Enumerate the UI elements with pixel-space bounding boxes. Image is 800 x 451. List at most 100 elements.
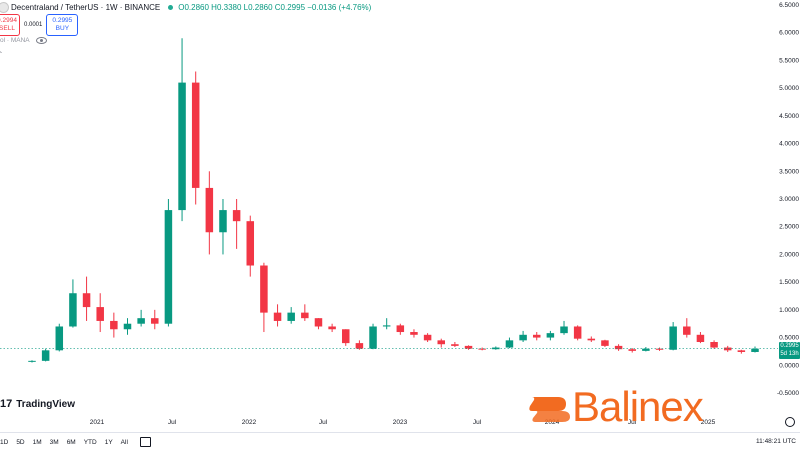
candle-body[interactable] — [355, 343, 364, 349]
candle-body[interactable] — [478, 348, 486, 350]
range-ytd[interactable]: YTD — [83, 438, 97, 446]
candle-body[interactable] — [110, 320, 118, 330]
candle-body[interactable] — [532, 334, 541, 338]
candle-body[interactable] — [573, 326, 582, 339]
candle-body[interactable] — [683, 326, 691, 335]
candle-body[interactable] — [96, 307, 104, 321]
range-all[interactable]: All — [120, 438, 128, 446]
candle-body[interactable] — [246, 221, 255, 266]
indicator-label[interactable]: ol · MANA — [0, 37, 30, 44]
range-1m[interactable]: 1M — [32, 438, 42, 446]
candle-body[interactable] — [451, 344, 459, 346]
range-6m[interactable]: 6M — [66, 438, 76, 446]
balinex-wordmark: Balinex — [572, 383, 704, 430]
candle-body[interactable] — [587, 338, 596, 341]
candle-body[interactable] — [82, 293, 91, 308]
last-price-value: 0.2995 — [780, 343, 799, 349]
candle-body[interactable] — [314, 318, 323, 327]
y-tick-label: 1.0000 — [779, 307, 799, 314]
ohlc-values: O0.2860 H0.3380 L0.2860 C0.2995 −0.0136 … — [178, 2, 372, 12]
candle-body[interactable] — [737, 350, 746, 352]
candle-body[interactable] — [205, 187, 214, 233]
y-axis: 6.5000 6.0000 5.5000 5.0000 4.5000 4.0000 3.50… — [777, 2, 799, 397]
candle-body[interactable] — [628, 349, 636, 351]
x-tick-label: Jul — [319, 419, 328, 426]
buy-price: 0.2995 — [52, 17, 73, 24]
candle-body[interactable] — [178, 82, 186, 211]
candle-body[interactable] — [273, 312, 282, 321]
candle-body[interactable] — [382, 325, 391, 327]
trade-buttons: 0.2994 SELL 0.0001 0.2995 BUY — [0, 14, 79, 36]
x-tick-label: Jul — [628, 419, 637, 426]
candle-body[interactable] — [287, 312, 295, 321]
y-tick-label: 6.5000 — [779, 2, 799, 9]
price-chart[interactable]: 6.5000 6.0000 5.5000 5.0000 4.5000 4.0000 3.50… — [0, 0, 800, 432]
x-tick-label: Jul — [473, 419, 482, 426]
candle-body[interactable] — [560, 326, 568, 334]
y-tick-label: 3.5000 — [779, 168, 799, 175]
calendar-icon[interactable] — [139, 437, 151, 447]
symbol-title[interactable]: Decentraland / TetherUS · 1W · BINANCE — [11, 2, 161, 12]
y-tick-label: 4.5000 — [779, 113, 799, 120]
sell-price: 0.2994 — [0, 17, 17, 24]
sell-button[interactable]: 0.2994 SELL — [0, 14, 20, 36]
candle-body[interactable] — [396, 325, 405, 333]
y-tick-label: 5.0000 — [779, 85, 799, 92]
collapse-icon[interactable]: ⌃ — [0, 52, 4, 58]
candle-body[interactable] — [710, 342, 718, 348]
candle-body[interactable] — [369, 326, 377, 349]
candle-body[interactable] — [669, 326, 677, 350]
tradingview-logo[interactable]: 17 TradingView — [0, 398, 75, 410]
candle-body[interactable] — [723, 347, 732, 351]
live-dot-icon — [168, 4, 174, 10]
range-3m[interactable]: 3M — [49, 438, 59, 446]
candle-body[interactable] — [28, 360, 36, 362]
candle-body[interactable] — [69, 293, 77, 327]
candle-body[interactable] — [655, 348, 664, 350]
candle-body[interactable] — [437, 340, 445, 345]
candle-body[interactable] — [191, 82, 200, 188]
balinex-watermark: Balinex — [528, 383, 704, 430]
y-tick-label: 6.0000 — [779, 30, 799, 37]
x-axis: 2021 Jul 2022 Jul 2023 Jul 2024 Jul 2025 — [90, 419, 716, 426]
candle-body[interactable] — [137, 318, 145, 324]
y-tick-label: -0.5000 — [777, 390, 799, 397]
eye-icon[interactable] — [35, 37, 47, 44]
candle-body[interactable] — [519, 334, 527, 341]
candle-body[interactable] — [164, 210, 173, 324]
y-tick-label: 2.0000 — [779, 251, 799, 258]
y-tick-label: 0.0000 — [779, 362, 799, 369]
range-5d[interactable]: 5D — [16, 438, 25, 446]
candle-body[interactable] — [423, 334, 432, 341]
candle-body[interactable] — [260, 265, 268, 313]
candle-body[interactable] — [505, 340, 514, 348]
candle-body[interactable] — [342, 329, 350, 344]
candle-body[interactable] — [328, 326, 336, 330]
candle-body[interactable] — [219, 210, 227, 233]
candle-body[interactable] — [642, 348, 650, 351]
candle-body[interactable] — [751, 348, 759, 352]
candle-body[interactable] — [464, 345, 473, 349]
settings-icon[interactable] — [785, 417, 795, 427]
candle-body[interactable] — [232, 210, 241, 222]
candle-body[interactable] — [614, 345, 623, 350]
candle-body[interactable] — [41, 350, 50, 361]
last-price-tag: 0.2995 5d 13h — [779, 342, 800, 359]
candle-body[interactable] — [151, 318, 159, 324]
candle-body[interactable] — [492, 347, 500, 350]
candle-body[interactable] — [301, 312, 309, 319]
y-tick-label: 4.0000 — [779, 141, 799, 148]
candle-body[interactable] — [601, 340, 609, 346]
spread-value: 0.0001 — [24, 22, 43, 28]
x-tick-label: Jul — [168, 419, 177, 426]
buy-button[interactable]: 0.2995 BUY — [46, 14, 79, 36]
candle-body[interactable] — [410, 332, 418, 335]
x-tick-label: 2022 — [242, 419, 257, 426]
range-1y[interactable]: 1Y — [104, 438, 113, 446]
candle-body[interactable] — [546, 333, 555, 338]
candle-body[interactable] — [55, 326, 64, 351]
y-tick-label: 2.5000 — [779, 224, 799, 231]
range-1d[interactable]: 1D — [0, 438, 9, 446]
candle-body[interactable] — [123, 323, 132, 330]
candle-body[interactable] — [696, 334, 705, 343]
